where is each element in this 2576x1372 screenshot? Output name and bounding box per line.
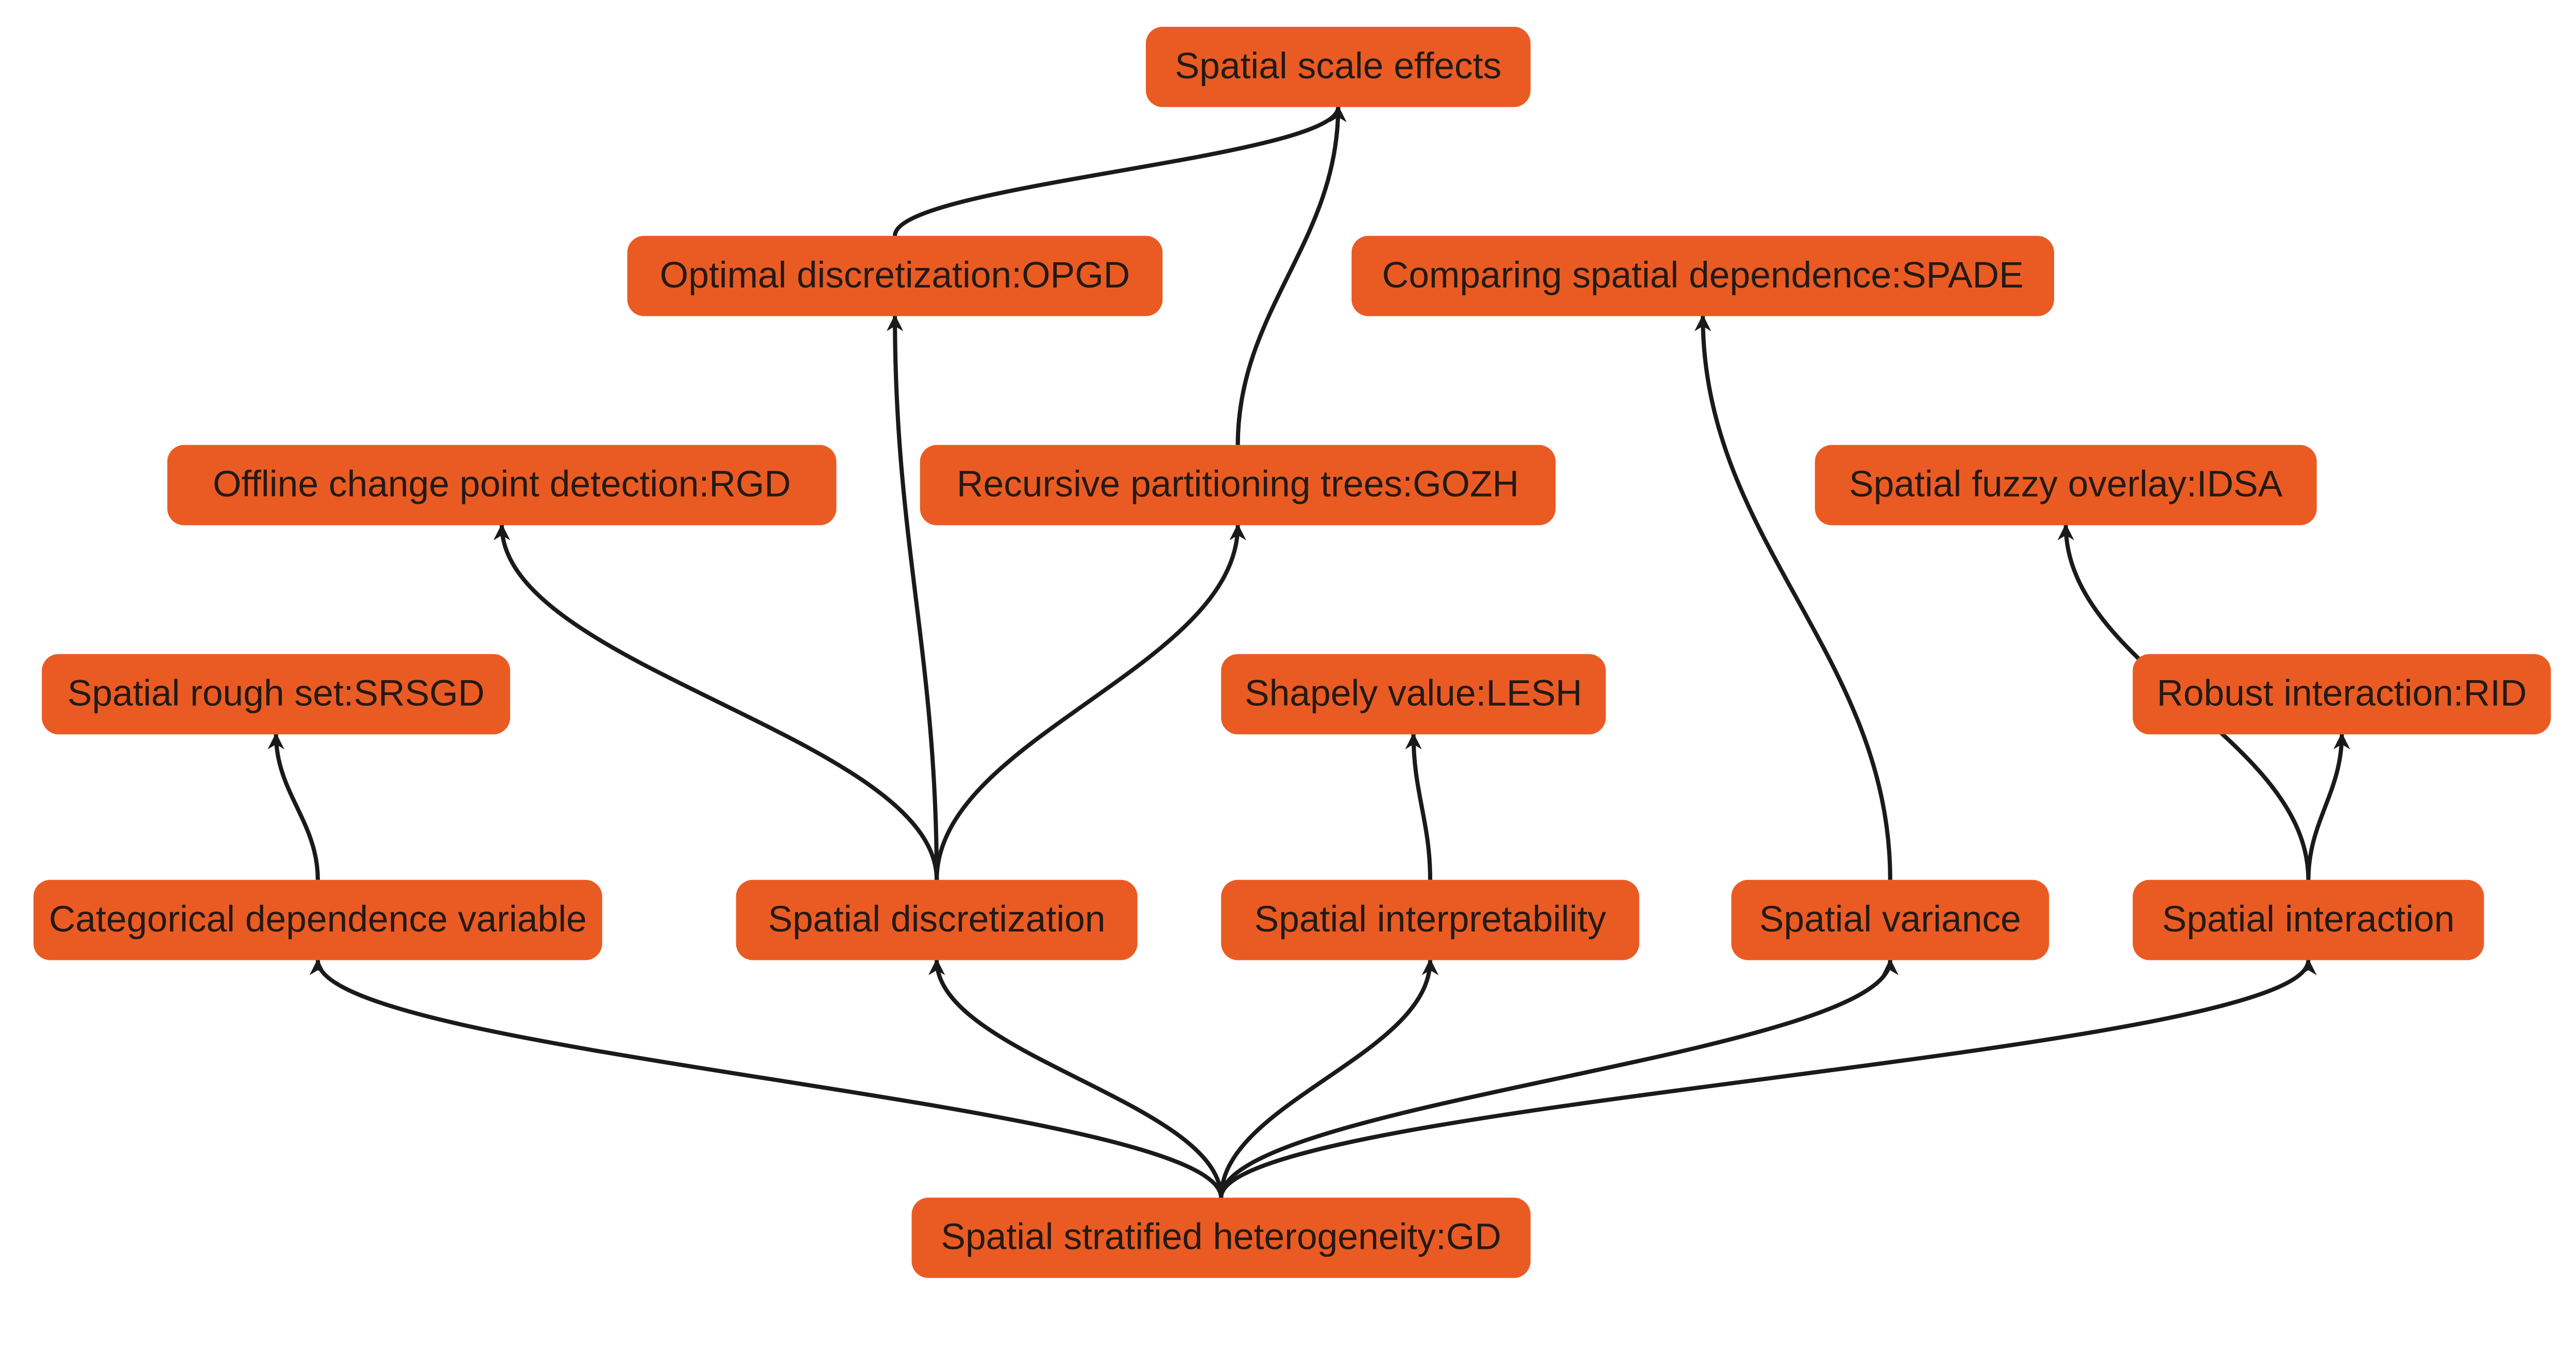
node-gozh-label: Recursive partitioning trees:GOZH <box>957 464 1519 505</box>
node-root-label: Spatial stratified heterogeneity:GD <box>941 1216 1501 1258</box>
edge-sdisc-to-opgd <box>895 316 937 880</box>
edge-root-to-sinter <box>1221 960 2308 1198</box>
node-opgd: Optimal discretization:OPGD <box>628 236 1163 316</box>
node-sinter-label: Spatial interaction <box>2162 899 2455 940</box>
edge-sdisc-to-gozh <box>937 525 1238 879</box>
node-rid-label: Robust interaction:RID <box>2157 673 2527 714</box>
edge-opgd-to-scale <box>895 107 1338 236</box>
node-srsgd: Spatial rough set:SRSGD <box>42 654 510 734</box>
edge-catdep-to-srsgd <box>276 734 318 879</box>
node-svar-label: Spatial variance <box>1759 899 2021 940</box>
edge-gozh-to-scale <box>1238 107 1338 445</box>
node-svar: Spatial variance <box>1731 880 2049 960</box>
node-spade-label: Comparing spatial dependence:SPADE <box>1382 255 2024 296</box>
node-idsa-label: Spatial fuzzy overlay:IDSA <box>1849 464 2283 505</box>
diagram-canvas: Spatial stratified heterogeneity:GD Categ… <box>0 0 2576 1305</box>
node-srsgd-label: Spatial rough set:SRSGD <box>67 673 485 714</box>
node-scale-label: Spatial scale effects <box>1175 45 1502 87</box>
node-sinterp: Spatial interpretability <box>1221 880 1639 960</box>
edge-sinter-to-rid <box>2309 734 2342 879</box>
node-rgd: Offline change point detection:RGD <box>167 445 837 526</box>
node-catdep-label: Categorical dependence variable <box>49 899 587 940</box>
node-sdisc: Spatial discretization <box>736 880 1138 960</box>
node-lesh-label: Shapely value:LESH <box>1245 673 1582 714</box>
edge-sinterp-to-lesh <box>1414 734 1430 879</box>
node-rgd-label: Offline change point detection:RGD <box>213 464 791 505</box>
node-spade: Comparing spatial dependence:SPADE <box>1351 236 2054 316</box>
node-gozh: Recursive partitioning trees:GOZH <box>920 445 1556 526</box>
node-idsa: Spatial fuzzy overlay:IDSA <box>1815 445 2317 526</box>
edge-root-to-catdep <box>318 960 1221 1198</box>
edge-sdisc-to-rgd <box>502 525 937 879</box>
node-lesh: Shapely value:LESH <box>1221 654 1606 734</box>
node-sdisc-label: Spatial discretization <box>768 899 1106 940</box>
node-scale: Spatial scale effects <box>1146 27 1531 107</box>
node-sinterp-label: Spatial interpretability <box>1255 899 1606 940</box>
edge-svar-to-spade <box>1703 316 1890 880</box>
node-root: Spatial stratified heterogeneity:GD <box>911 1198 1530 1278</box>
node-catdep: Categorical dependence variable <box>33 880 602 960</box>
nodes-layer: Spatial stratified heterogeneity:GD Categ… <box>33 27 2551 1278</box>
node-rid: Robust interaction:RID <box>2133 654 2551 734</box>
node-opgd-label: Optimal discretization:OPGD <box>660 255 1130 296</box>
node-sinter: Spatial interaction <box>2133 880 2484 960</box>
edge-root-to-svar <box>1221 960 1890 1198</box>
